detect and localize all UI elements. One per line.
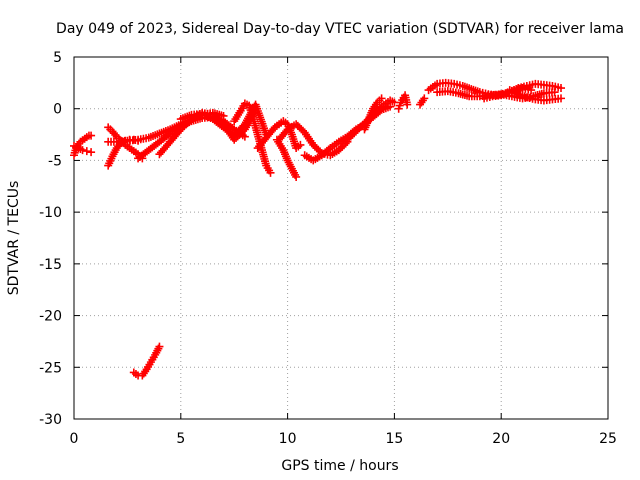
- y-tick-label: 0: [53, 102, 62, 118]
- data-point: [266, 168, 275, 177]
- series-arc-p: [394, 91, 412, 113]
- data-point: [240, 132, 249, 141]
- x-tick-label: 15: [385, 431, 403, 447]
- y-axis-title: SDTVAR / TECUs: [6, 181, 22, 296]
- chart-grid: [74, 57, 608, 419]
- chart-title: Day 049 of 2023, Sidereal Day-to-day VTE…: [56, 21, 624, 37]
- data-point: [296, 140, 305, 149]
- series-arc-b: [70, 141, 96, 157]
- series-arc-j: [253, 117, 305, 153]
- y-tick-label: -30: [39, 412, 62, 428]
- y-tick-label: -15: [39, 257, 62, 273]
- x-tick-label: 0: [70, 431, 79, 447]
- data-points: [70, 78, 566, 380]
- x-tick-label: 25: [599, 431, 617, 447]
- y-tick-label: -10: [39, 205, 62, 221]
- plot-frame: [73, 56, 609, 420]
- series-arc-u: [505, 86, 566, 105]
- series-arc-v: [129, 342, 164, 380]
- data-point: [82, 147, 91, 156]
- data-point: [155, 342, 164, 351]
- y-tick-label: -20: [39, 309, 62, 325]
- y-tick-label: -25: [39, 360, 62, 376]
- y-tick-label: -5: [48, 153, 62, 169]
- data-point: [557, 84, 566, 93]
- series-arc-o: [360, 94, 386, 134]
- data-point: [527, 86, 536, 95]
- data-point: [420, 94, 429, 103]
- x-tick-label: 10: [279, 431, 297, 447]
- data-point: [557, 94, 566, 103]
- data-point: [87, 148, 96, 157]
- x-tick-label: 20: [492, 431, 510, 447]
- data-point: [111, 130, 120, 139]
- data-point: [87, 131, 96, 140]
- x-axis-title: GPS time / hours: [281, 458, 398, 474]
- series-arc-q: [416, 94, 429, 109]
- data-point: [377, 94, 386, 103]
- data-point: [292, 172, 301, 181]
- x-tick-label: 5: [176, 431, 185, 447]
- y-tick-label: 5: [53, 50, 62, 66]
- data-point: [403, 100, 412, 109]
- axis-ticks: 0 5 10 15 20 25 5 0 -5 -10 -15 -20 -25 -30: [39, 50, 617, 447]
- series-arc-k: [272, 135, 301, 181]
- data-point: [78, 146, 87, 155]
